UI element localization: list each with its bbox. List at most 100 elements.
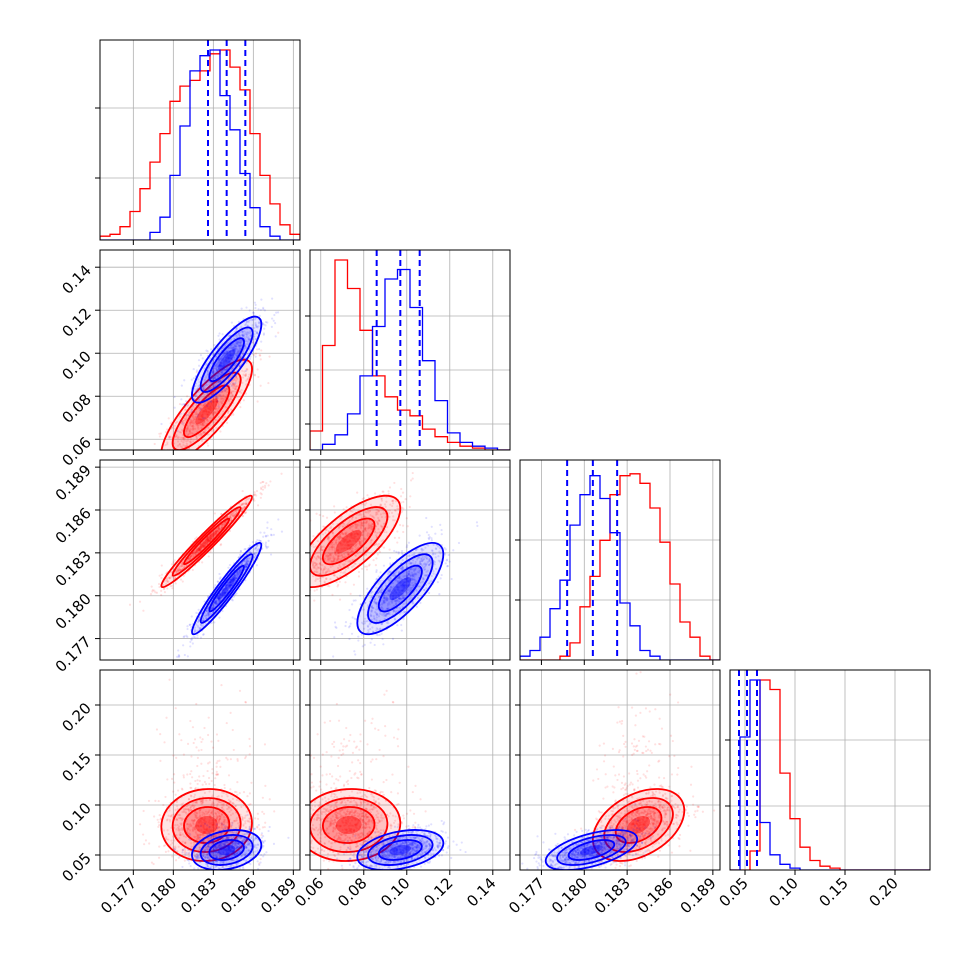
scatter-point bbox=[239, 340, 242, 344]
scatter-point bbox=[200, 542, 203, 545]
scatter-point bbox=[214, 411, 217, 414]
scatter-point bbox=[197, 608, 200, 611]
scatter-point bbox=[235, 385, 239, 388]
scatter-point bbox=[198, 418, 201, 421]
scatter-point bbox=[196, 548, 199, 551]
scatter-point bbox=[208, 401, 212, 404]
scatter-point bbox=[202, 546, 205, 549]
scatter-point bbox=[254, 322, 257, 325]
scatter-point bbox=[201, 421, 204, 424]
scatter-point bbox=[197, 404, 200, 408]
scatter-point bbox=[216, 400, 219, 403]
scatter-point bbox=[219, 362, 222, 365]
scatter-point bbox=[159, 454, 161, 456]
scatter-point bbox=[206, 403, 210, 406]
scatter-point bbox=[253, 493, 256, 496]
scatter-point bbox=[232, 382, 235, 385]
scatter-point bbox=[228, 357, 231, 360]
scatter-point bbox=[194, 550, 198, 553]
scatter-point bbox=[253, 373, 256, 376]
scatter-point bbox=[195, 437, 198, 440]
scatter-point bbox=[406, 525, 409, 528]
scatter-point bbox=[211, 377, 214, 380]
scatter-point bbox=[201, 422, 204, 425]
scatter-point bbox=[215, 399, 218, 402]
scatter-point bbox=[305, 557, 307, 559]
contours-blue bbox=[191, 315, 263, 404]
scatter-point bbox=[178, 568, 181, 572]
scatter-point bbox=[217, 406, 221, 409]
scatter-point bbox=[190, 424, 194, 428]
scatter-point bbox=[226, 351, 229, 354]
scatter-point bbox=[193, 421, 196, 425]
scatter-point bbox=[223, 389, 227, 392]
scatter-point bbox=[231, 373, 234, 376]
scatter-point bbox=[255, 330, 258, 333]
scatter-point bbox=[258, 539, 261, 542]
scatter-point bbox=[256, 326, 259, 329]
scatter-point bbox=[387, 490, 390, 493]
scatter-point bbox=[217, 371, 220, 375]
scatter-point bbox=[235, 341, 238, 344]
scatter-point bbox=[179, 415, 182, 418]
scatter-point bbox=[232, 347, 235, 350]
scatter-point bbox=[242, 334, 245, 338]
scatter-point bbox=[246, 368, 249, 371]
scatter-point bbox=[223, 354, 226, 358]
scatter-point bbox=[226, 516, 229, 519]
scatter-point bbox=[176, 435, 179, 438]
scatter-point bbox=[241, 515, 245, 518]
scatter-point bbox=[263, 531, 266, 534]
scatter-point bbox=[415, 605, 419, 608]
scatter-point bbox=[174, 435, 177, 438]
scatter-point bbox=[181, 580, 184, 583]
scatter-point bbox=[216, 365, 219, 369]
scatter-point bbox=[219, 373, 222, 377]
scatter-point bbox=[167, 417, 170, 420]
scatter-point bbox=[260, 298, 263, 301]
scatter-point bbox=[221, 368, 224, 371]
scatter-point bbox=[214, 418, 217, 421]
scatter-point bbox=[215, 395, 218, 398]
scatter-point bbox=[197, 415, 200, 418]
scatter-point bbox=[216, 401, 219, 404]
scatter-point bbox=[234, 387, 237, 390]
scatter-point bbox=[280, 530, 284, 533]
scatter-point bbox=[209, 406, 212, 409]
scatter-point bbox=[215, 528, 218, 531]
scatter-point bbox=[199, 433, 202, 436]
scatter-point bbox=[271, 317, 274, 320]
scatter-point bbox=[245, 383, 248, 386]
scatter-point bbox=[235, 511, 238, 515]
scatter-point bbox=[179, 445, 182, 448]
scatter-point bbox=[241, 334, 244, 338]
scatter-point bbox=[189, 440, 192, 444]
scatter-point bbox=[185, 415, 188, 418]
scatter-point bbox=[206, 395, 209, 398]
scatter-point bbox=[183, 436, 186, 440]
scatter-point bbox=[396, 541, 399, 544]
scatter-point bbox=[202, 543, 205, 546]
scatter-point bbox=[233, 353, 236, 356]
scatter-point bbox=[226, 356, 229, 359]
scatter-point bbox=[226, 391, 229, 394]
scatter-point bbox=[241, 376, 245, 379]
scatter-point bbox=[366, 587, 369, 590]
scatter-point bbox=[222, 354, 225, 357]
scatter-point bbox=[208, 383, 211, 386]
scatter-point bbox=[255, 324, 258, 327]
scatter-point bbox=[245, 503, 248, 506]
scatter-point bbox=[166, 580, 169, 584]
scatter-point bbox=[241, 489, 244, 493]
scatter-point bbox=[213, 358, 216, 361]
scatter-point bbox=[183, 403, 186, 406]
scatter-point bbox=[207, 538, 210, 542]
scatter-point bbox=[241, 507, 244, 510]
scatter-point bbox=[222, 523, 225, 526]
scatter-point bbox=[234, 349, 237, 352]
scatter-point bbox=[160, 564, 163, 567]
scatter-point bbox=[448, 560, 451, 563]
scatter-point bbox=[207, 407, 210, 410]
scatter-point bbox=[157, 465, 159, 467]
scatter-point bbox=[263, 327, 266, 330]
